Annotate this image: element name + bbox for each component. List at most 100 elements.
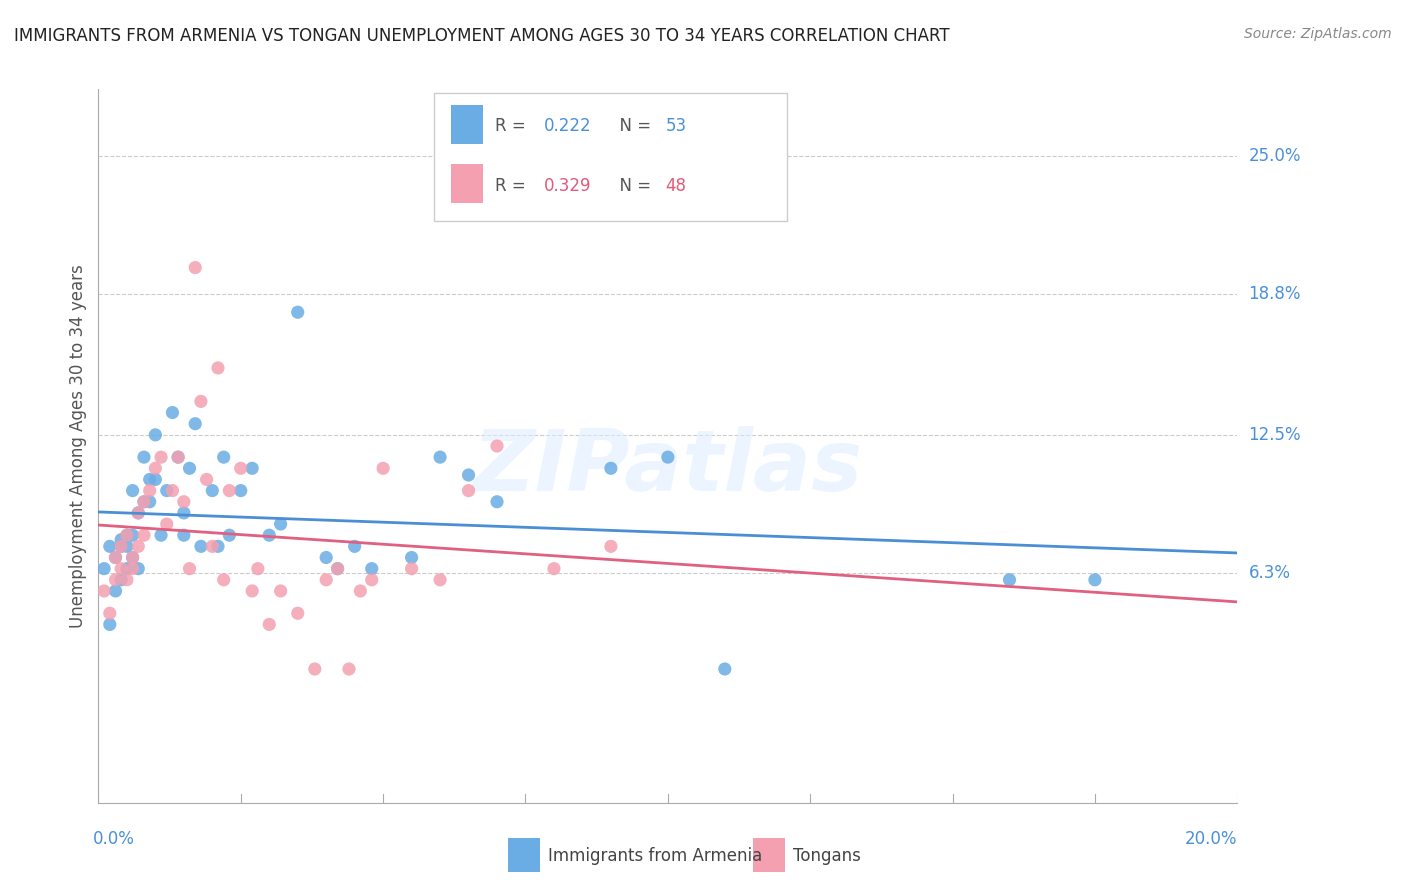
Point [179, 461, 201, 475]
Point [657, 450, 679, 464]
Point [207, 539, 229, 553]
Point [207, 360, 229, 375]
Text: N =: N = [609, 177, 657, 194]
Point [457, 467, 479, 482]
Point [173, 494, 195, 508]
Point [259, 528, 281, 542]
Bar [509, 838, 540, 872]
Point [156, 483, 179, 498]
Point [195, 473, 218, 487]
Point [93, 562, 115, 576]
Text: 25.0%: 25.0% [1249, 147, 1301, 165]
Point [145, 427, 167, 442]
Point [429, 450, 451, 464]
Point [190, 394, 212, 409]
Point [600, 539, 623, 553]
Point [457, 483, 479, 498]
Point [360, 562, 382, 576]
Text: 0.329: 0.329 [544, 177, 591, 194]
Text: Tongans: Tongans [793, 847, 860, 865]
Point [98, 607, 121, 621]
Point [115, 528, 138, 542]
Point [304, 662, 326, 676]
Bar [451, 105, 484, 145]
Point [127, 539, 149, 553]
Point [326, 562, 349, 576]
Point [229, 461, 252, 475]
Point [212, 450, 235, 464]
Point [115, 562, 138, 576]
Point [173, 506, 195, 520]
Point [179, 562, 201, 576]
Point [138, 494, 160, 508]
Point [201, 539, 224, 553]
Point [714, 662, 737, 676]
Text: 12.5%: 12.5% [1249, 425, 1301, 444]
Point [121, 483, 143, 498]
Point [1084, 573, 1107, 587]
Text: 0.222: 0.222 [544, 118, 592, 136]
Text: 53: 53 [665, 118, 686, 136]
Point [150, 528, 173, 542]
Point [212, 573, 235, 587]
Point [110, 533, 132, 547]
Point [162, 483, 184, 498]
Point [132, 494, 155, 508]
Point [201, 483, 224, 498]
Point [115, 528, 138, 542]
Point [337, 662, 360, 676]
Point [138, 483, 160, 498]
Point [315, 550, 337, 565]
Point [486, 439, 509, 453]
Text: 6.3%: 6.3% [1249, 564, 1291, 582]
Point [326, 562, 349, 576]
Text: ZIPatlas: ZIPatlas [472, 425, 863, 509]
Point [229, 483, 252, 498]
Point [343, 539, 366, 553]
Text: 0.0%: 0.0% [93, 830, 135, 847]
Point [401, 550, 423, 565]
Point [132, 528, 155, 542]
Point [600, 461, 623, 475]
Point [429, 573, 451, 587]
Point [543, 562, 565, 576]
Point [218, 483, 240, 498]
Point [349, 583, 371, 598]
Text: R =: R = [495, 177, 530, 194]
Point [184, 417, 207, 431]
Point [104, 573, 127, 587]
Point [156, 516, 179, 531]
Point [132, 450, 155, 464]
Text: N =: N = [609, 118, 657, 136]
Point [373, 461, 395, 475]
Point [121, 528, 143, 542]
Point [115, 539, 138, 553]
Point [110, 539, 132, 553]
Point [998, 573, 1021, 587]
Point [270, 516, 292, 531]
Point [121, 550, 143, 565]
Point [150, 450, 173, 464]
Point [127, 562, 149, 576]
Point [287, 305, 309, 319]
Text: Source: ZipAtlas.com: Source: ZipAtlas.com [1244, 27, 1392, 41]
Point [98, 539, 121, 553]
Point [167, 450, 190, 464]
Text: 18.8%: 18.8% [1249, 285, 1301, 303]
Point [360, 573, 382, 587]
Point [110, 539, 132, 553]
Point [218, 528, 240, 542]
Y-axis label: Unemployment Among Ages 30 to 34 years: Unemployment Among Ages 30 to 34 years [69, 264, 87, 628]
FancyBboxPatch shape [434, 93, 787, 221]
Point [127, 506, 149, 520]
Point [115, 573, 138, 587]
Point [259, 617, 281, 632]
Point [132, 494, 155, 508]
Point [121, 550, 143, 565]
Point [104, 550, 127, 565]
Point [127, 506, 149, 520]
Text: 20.0%: 20.0% [1185, 830, 1237, 847]
Text: 48: 48 [665, 177, 686, 194]
Point [401, 562, 423, 576]
Point [287, 607, 309, 621]
